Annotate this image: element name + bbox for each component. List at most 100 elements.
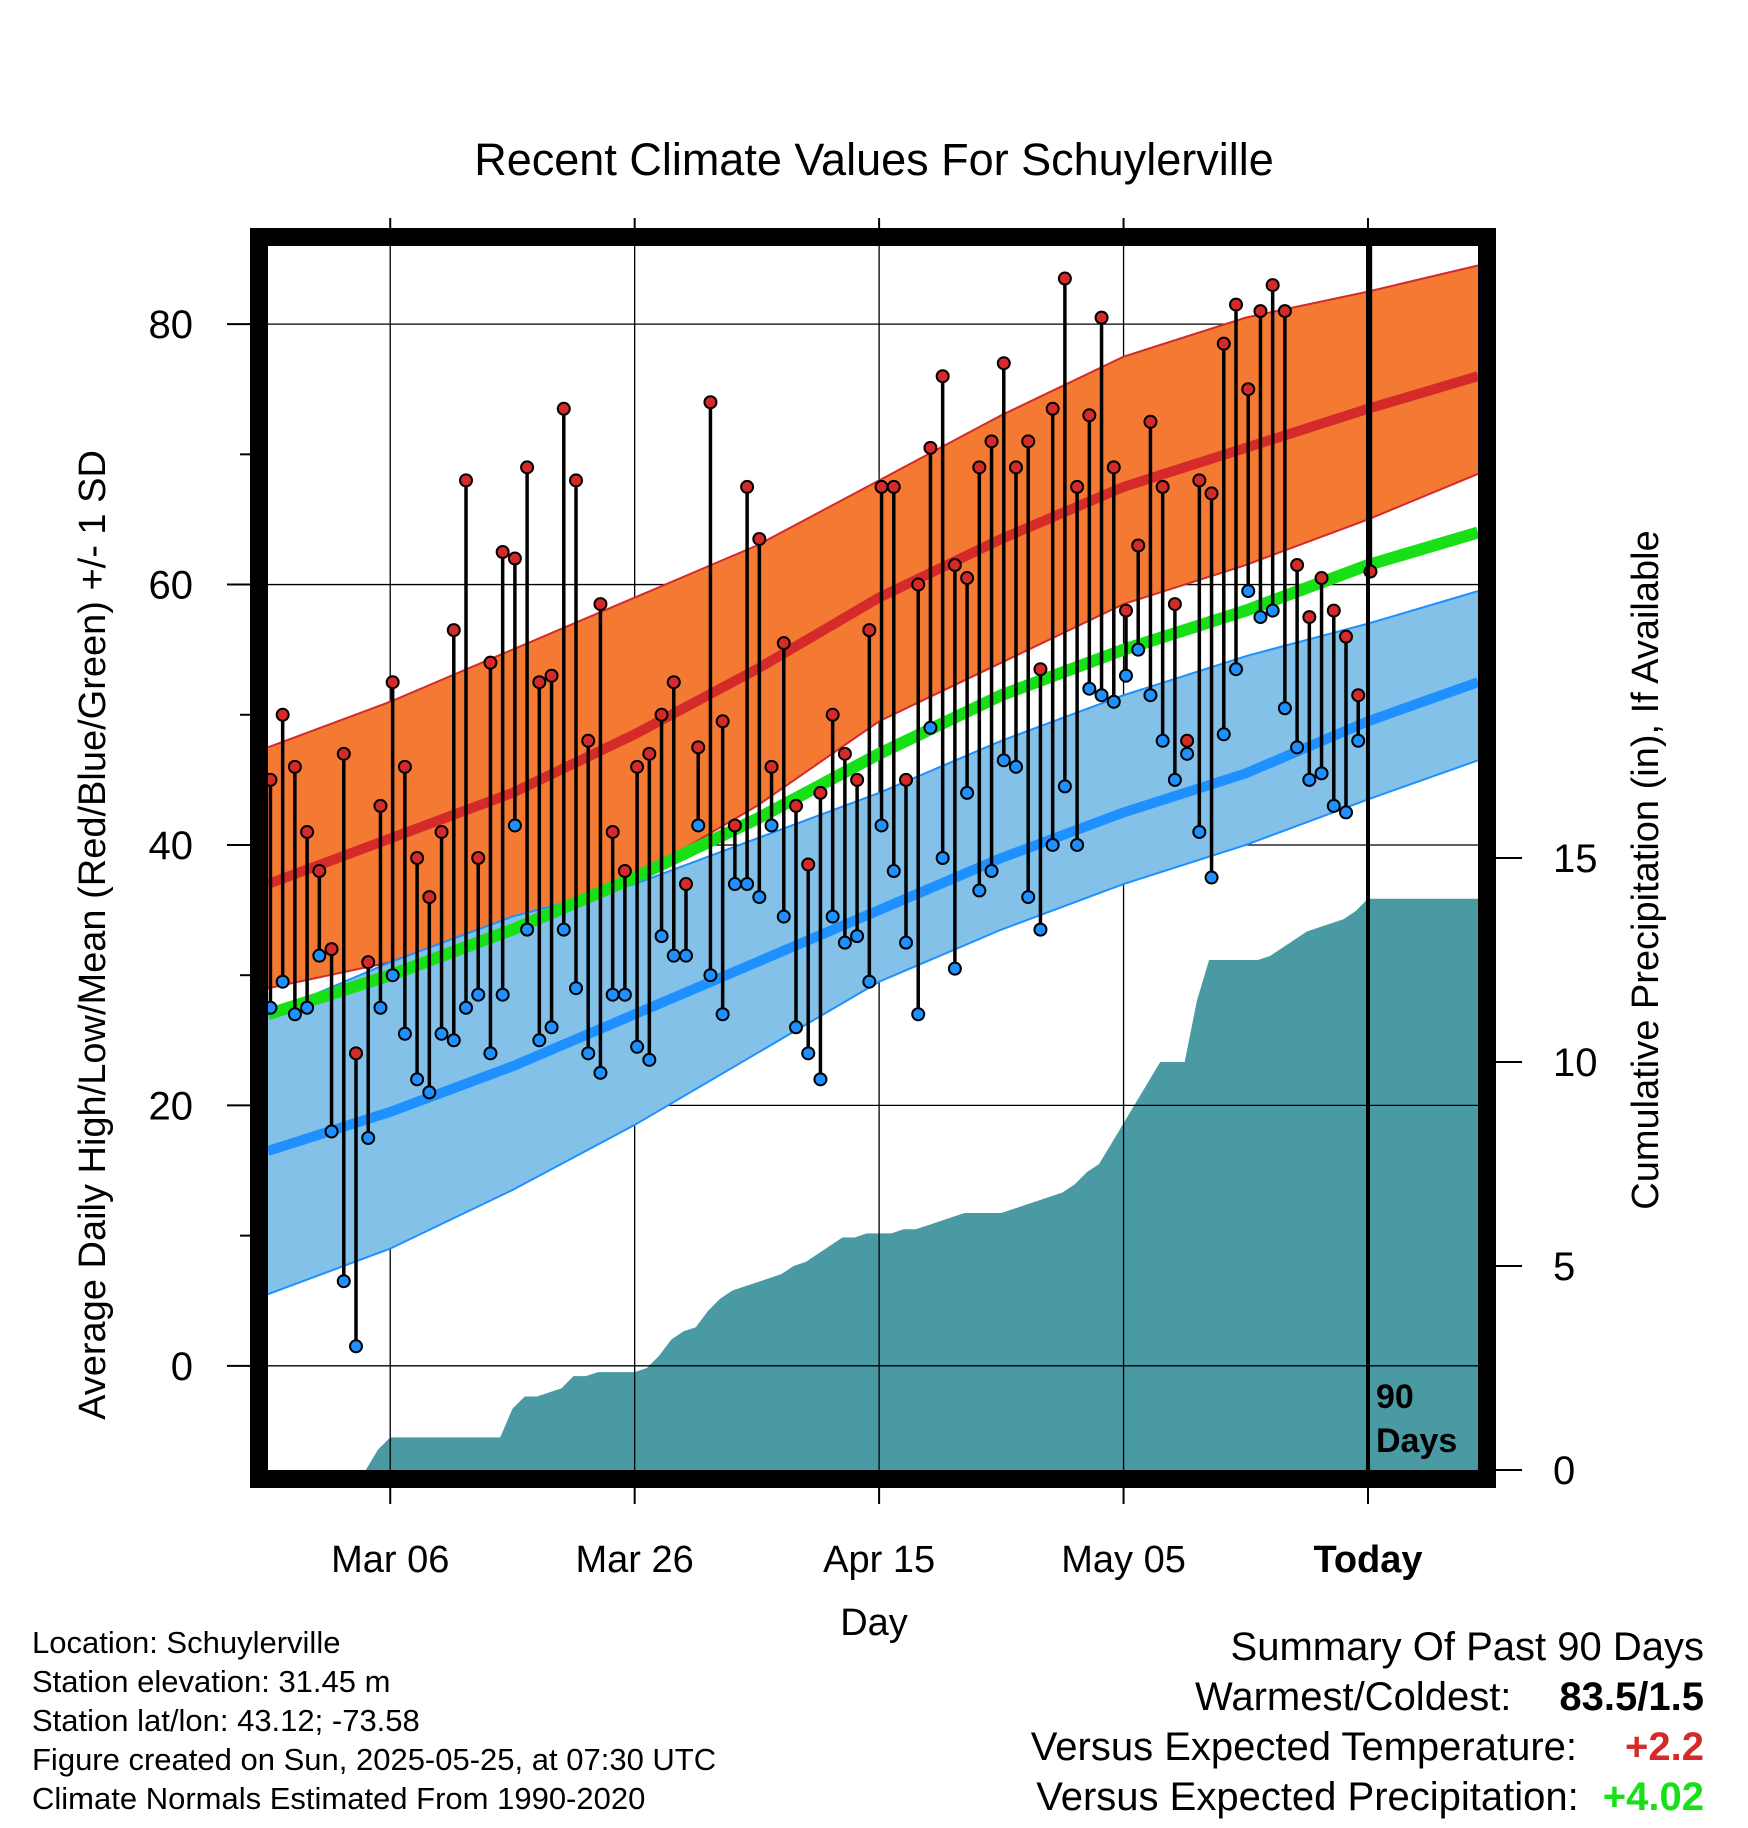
daily-low-point — [483, 1046, 498, 1061]
daily-low-point — [373, 1000, 388, 1015]
daily-low-point — [691, 818, 706, 833]
daily-low-point — [544, 1020, 559, 1035]
daily-high-point — [1229, 297, 1243, 312]
daily-high-point — [422, 890, 437, 905]
y-tick-label: 80 — [149, 303, 194, 347]
daily-low-point — [862, 974, 877, 989]
daily-low-point — [1131, 642, 1146, 657]
daily-high-point — [947, 558, 962, 573]
plot-area: 90 Days — [268, 0, 1478, 1470]
daily-low-point — [617, 987, 632, 1002]
x-axis-label: Day — [840, 1602, 908, 1644]
daily-low-point — [1167, 772, 1182, 787]
daily-high-point — [1009, 460, 1023, 475]
daily-low-point — [1265, 603, 1280, 618]
daily-high-point — [495, 545, 510, 559]
chart-title: Recent Climate Values For Schuylerville — [474, 134, 1273, 185]
daily-low-point — [361, 1130, 376, 1145]
daily-high-point — [1326, 603, 1341, 618]
daily-low-point — [972, 883, 987, 898]
daily-high-point — [740, 479, 755, 494]
daily-low-point — [947, 961, 962, 976]
daily-high-point — [1180, 733, 1195, 748]
daily-low-point — [459, 1000, 473, 1015]
low-lower-edge — [268, 759, 1478, 1296]
daily-low-point — [1009, 759, 1023, 774]
daily-high-point — [911, 577, 926, 592]
latlon-text: Station lat/lon: 43.12; -73.58 — [32, 1703, 420, 1738]
daily-low-point — [385, 968, 400, 983]
daily-high-point — [789, 798, 803, 813]
daily-high-point — [336, 746, 351, 761]
y-tick-label: 60 — [149, 564, 194, 608]
daily-high-point — [654, 707, 669, 722]
precip-area — [268, 898, 1478, 1470]
daily-low-point — [324, 1124, 339, 1139]
daily-low-point — [679, 948, 693, 963]
daily-low-point — [630, 1039, 645, 1054]
daily-high-point — [1119, 603, 1133, 618]
daily-high-point — [1265, 278, 1280, 293]
daily-high-point — [1253, 304, 1268, 319]
daily-high-point — [1204, 486, 1219, 501]
daily-high-point — [850, 772, 865, 787]
y2-tick-label: 15 — [1553, 837, 1598, 881]
daily-high-point — [1216, 336, 1231, 351]
daily-high-point — [1290, 558, 1305, 573]
daily-low-point — [899, 935, 913, 950]
daily-low-point — [1155, 733, 1170, 748]
daily-low-point — [1021, 890, 1036, 905]
daily-low-point — [1216, 727, 1231, 742]
daily-high-point — [972, 460, 987, 475]
y-tick-label: 40 — [149, 824, 194, 868]
daily-high-point — [581, 733, 596, 748]
daily-high-point — [1082, 408, 1097, 423]
daily-high-point — [703, 395, 718, 410]
daily-high-point — [287, 759, 302, 774]
daily-high-point — [1033, 662, 1048, 677]
daily-low-point — [422, 1085, 437, 1100]
y2-tick-label: 10 — [1553, 1041, 1598, 1085]
daily-high-point — [666, 675, 681, 690]
daily-low-point — [935, 851, 950, 865]
daily-low-point — [471, 987, 486, 1002]
daily-high-point — [715, 714, 730, 729]
daily-high-point — [385, 675, 400, 690]
daily-high-point — [446, 623, 461, 638]
daily-high-point — [1045, 401, 1060, 416]
y2-axis-label: Cumulative Precipitation (in), If Availa… — [1625, 530, 1667, 1209]
daily-low-point — [495, 987, 510, 1002]
daily-low-point — [446, 1033, 461, 1048]
daily-low-point — [275, 974, 290, 989]
daily-high-point — [569, 473, 583, 488]
daily-high-point — [617, 864, 632, 879]
daily-low-point — [349, 1339, 363, 1354]
daily-low-point — [1229, 662, 1243, 677]
daily-high-point — [507, 551, 522, 566]
daily-high-point — [1277, 304, 1292, 319]
daily-high-point — [1351, 688, 1366, 703]
daily-high-point — [642, 746, 657, 761]
daily-high-point — [813, 785, 828, 800]
daily-low-point — [532, 1033, 547, 1048]
daily-low-point — [752, 890, 767, 905]
daily-high-point — [556, 401, 571, 416]
daily-high-point — [434, 824, 449, 839]
daily-low-point — [1364, 0, 1376, 6]
daily-low-point — [507, 818, 522, 833]
daily-high-point — [520, 460, 535, 475]
daily-high-point — [801, 857, 816, 872]
daily-low-point — [703, 968, 718, 983]
daily-high-point — [324, 942, 339, 957]
daily-low-point — [1302, 772, 1317, 787]
daily-low-point — [1070, 837, 1085, 852]
daily-low-point — [1314, 766, 1329, 781]
daily-low-point — [825, 909, 840, 924]
y-tick-label: 20 — [149, 1084, 194, 1128]
daily-high-point — [1192, 473, 1207, 488]
daily-high-point — [752, 531, 767, 546]
daily-high-point — [349, 1046, 363, 1061]
daily-low-point — [1277, 701, 1292, 716]
temp-anomaly-value: +2.2 — [1625, 1725, 1704, 1769]
